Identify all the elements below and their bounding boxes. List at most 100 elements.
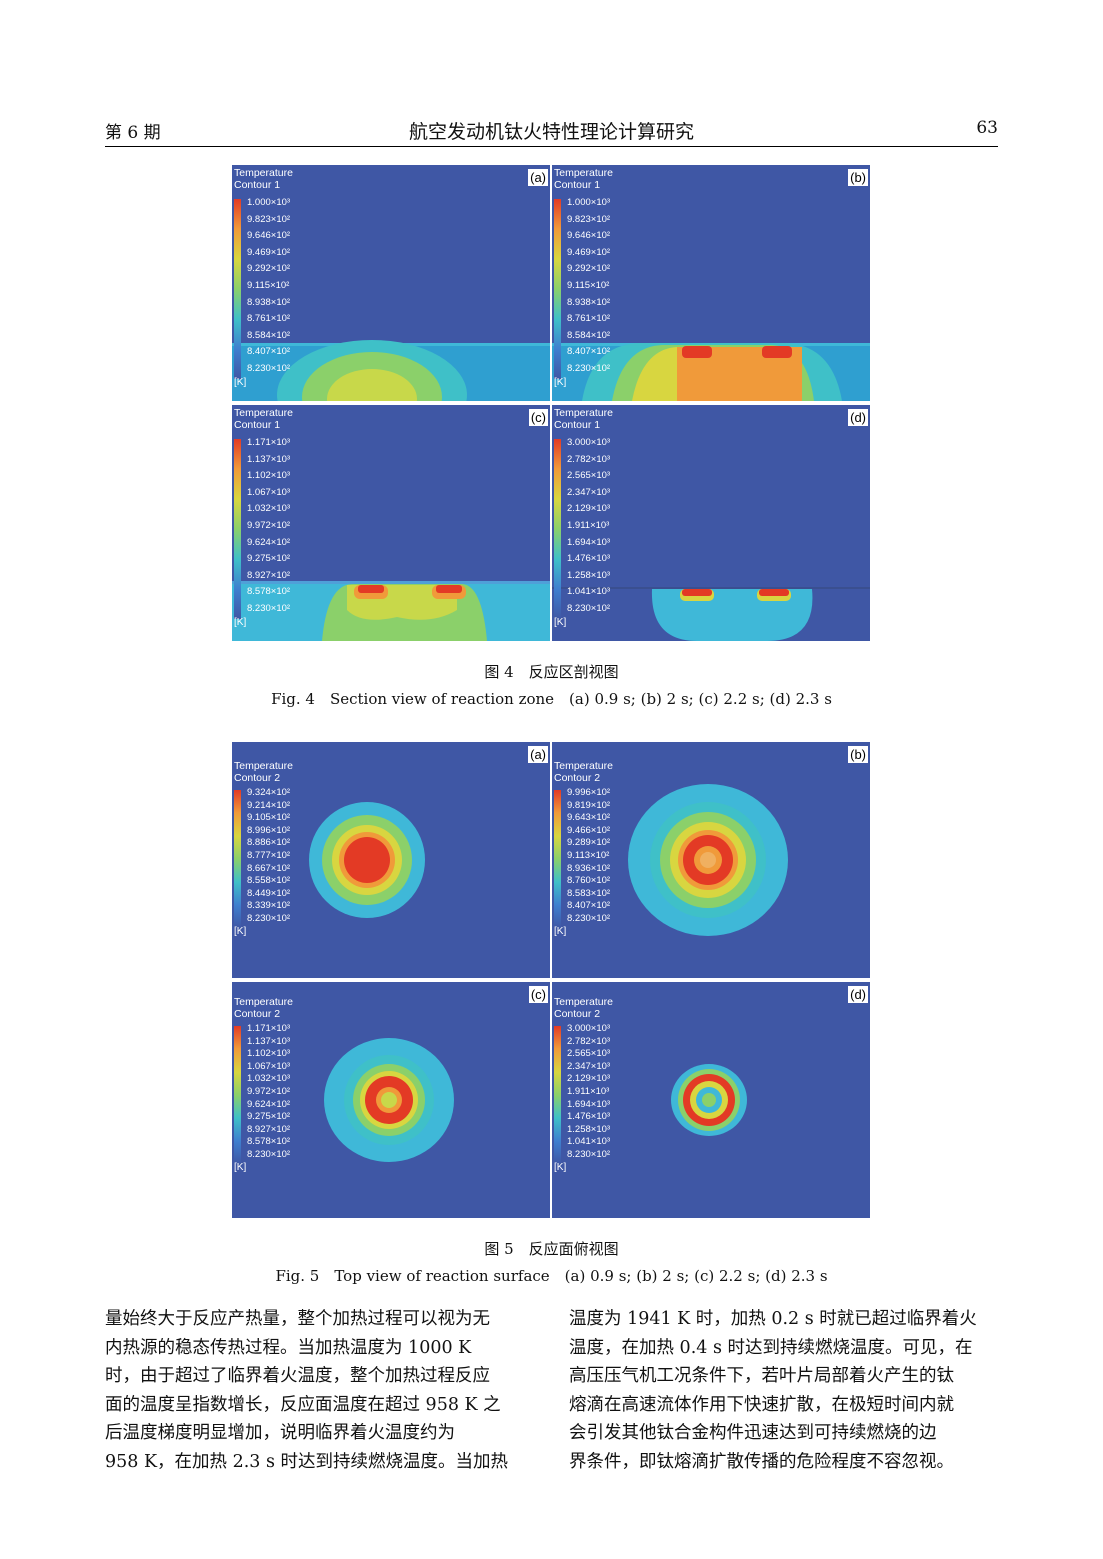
legend-tick: 1.000×10³ — [247, 197, 291, 208]
fig4-panel-b: (b) Temperature Contour 1 1.000×10³ 9.82… — [552, 165, 870, 401]
legend-tick: 8.761×10² — [567, 313, 611, 325]
legend-tick: 1.258×10³ — [567, 1123, 611, 1135]
legend-tick: 1.137×10³ — [247, 453, 291, 465]
text-line: 面的温度呈指数增长，反应面温度在超过 958 K 之 — [105, 1394, 501, 1415]
legend-tick: 2.565×10³ — [567, 470, 611, 482]
legend-tick: 8.230×10² — [247, 602, 291, 614]
legend-tick: 8.407×10² — [567, 346, 611, 358]
legend-tick: 9.972×10² — [247, 519, 291, 531]
figure-5: (a) Temperature Contour 2 9.324×10² 9.21… — [232, 742, 871, 1218]
legend-unit: [K] — [554, 1162, 567, 1173]
legend-tick: 9.624×10² — [247, 1098, 291, 1110]
legend-tick: 8.927×10² — [247, 569, 291, 581]
legend-tick: 2.129×10³ — [567, 503, 611, 515]
legend-tick: 9.643×10² — [567, 812, 611, 824]
legend-unit: [K] — [234, 377, 247, 388]
legend-unit: [K] — [554, 926, 567, 937]
fig5-c-plot — [324, 1038, 454, 1162]
legend-tick: 1.041×10³ — [567, 586, 611, 598]
legend-tick: 9.115×10² — [247, 279, 290, 291]
legend-tick: 1.032×10³ — [247, 503, 291, 515]
legend-tick: 8.936×10² — [567, 862, 611, 874]
legend-tick: 1.476×10³ — [567, 1111, 611, 1123]
text-line: 时，由于超过了临界着火温度，整个加热过程反应 — [105, 1366, 490, 1387]
legend-subtitle: Contour 2 — [234, 772, 281, 784]
legend-tick: 8.230×10² — [567, 362, 611, 374]
legend-tick: 8.927×10² — [247, 1123, 291, 1135]
legend-tick: 8.230×10² — [247, 1148, 291, 1160]
legend-tick: 9.823×10² — [247, 213, 291, 225]
legend-tick: 8.760×10² — [567, 875, 611, 887]
fig4-d-legend: Temperature Contour 1 3.000×10³ 2.782×10… — [554, 407, 613, 628]
color-scale-bar — [234, 790, 241, 928]
body-text-right-column: 温度为 1941 K 时，加热 0.2 s 时就已超过临界着火 温度，在加热 0… — [569, 1305, 997, 1477]
legend-tick: 8.407×10² — [567, 900, 611, 912]
legend-title: Temperature — [234, 407, 293, 419]
legend-subtitle: Contour 2 — [554, 1008, 601, 1020]
legend-ticks: 3.000×10³ 2.782×10³ 2.565×10³ 2.347×10³ … — [567, 1023, 610, 1162]
legend-unit: [K] — [554, 377, 567, 388]
legend-tick: 2.129×10³ — [567, 1073, 611, 1085]
fig4-d-plot — [552, 587, 870, 641]
legend-subtitle: Contour 1 — [554, 419, 601, 431]
legend-tick: 9.469×10² — [247, 246, 291, 258]
fig4-panel-d: (d) Temperature Contour 1 3.000×10³ 2.78… — [552, 405, 870, 641]
legend-tick: 1.911×10³ — [567, 1085, 610, 1097]
legend-tick: 9.113×10² — [567, 849, 610, 861]
fig5-caption-en: Fig. 5 Top view of reaction surface (a) … — [275, 1267, 828, 1285]
issue-number: 第 6 期 — [105, 123, 161, 143]
text-line: 熔滴在高速流体作用下快速扩散，在极短时间内就 — [569, 1394, 954, 1415]
legend-tick: 2.565×10³ — [567, 1048, 611, 1060]
fig5-panel-b: (b) Temperature Contour 2 9.996×10² 9.81… — [552, 742, 870, 978]
legend-tick: 9.214×10² — [247, 799, 291, 811]
legend-ticks: 9.996×10² 9.819×10² 9.643×10² 9.466×10² … — [567, 787, 610, 926]
legend-tick: 9.646×10² — [247, 230, 291, 242]
legend-tick: 1.171×10³ — [247, 1023, 291, 1034]
legend-tick: 9.972×10² — [247, 1085, 291, 1097]
legend-tick: 8.667×10² — [247, 862, 291, 874]
legend-tick: 8.578×10² — [247, 586, 291, 598]
legend-tick: 8.230×10² — [567, 912, 611, 924]
text-line: 内热源的稳态传热过程。当加热温度为 1000 K — [105, 1337, 472, 1358]
fig5-b-legend: Temperature Contour 2 9.996×10² 9.819×10… — [554, 760, 613, 937]
legend-tick: 1.171×10³ — [247, 437, 291, 448]
legend-tick: 1.067×10³ — [247, 1060, 291, 1072]
fig5-panel-c: (c) Temperature Contour 2 1.171×10³ 1.13… — [232, 982, 550, 1218]
legend-tick: 9.289×10² — [567, 837, 611, 849]
fig5-c-label: (c) — [528, 986, 548, 1003]
text-line: 高压压气机工况条件下，若叶片局部着火产生的钛 — [569, 1366, 954, 1387]
fig5-panel-d: (d) Temperature Contour 2 3.000×10³ 2.78… — [552, 982, 870, 1218]
legend-tick: 8.583×10² — [567, 887, 611, 899]
fig4-c-legend: Temperature Contour 1 1.171×10³ 1.137×10… — [234, 407, 293, 628]
legend-subtitle: Contour 1 — [554, 179, 601, 191]
legend-tick: 8.584×10² — [247, 329, 291, 341]
legend-tick: 9.823×10² — [567, 213, 611, 225]
fig4-caption-cn: 图 4 反应区剖视图 — [484, 663, 619, 681]
text-line: 后温度梯度明显增加，说明临界着火温度约为 — [105, 1423, 455, 1444]
text-line: 量始终大于反应产热量，整个加热过程可以视为无 — [105, 1309, 490, 1329]
color-scale-bar — [234, 199, 241, 379]
legend-tick: 2.347×10³ — [567, 486, 611, 498]
legend-tick: 9.466×10² — [567, 824, 611, 836]
fig5-panel-a: (a) Temperature Contour 2 9.324×10² 9.21… — [232, 742, 550, 978]
fig5-b-plot — [628, 784, 788, 936]
fig5-a-legend: Temperature Contour 2 9.324×10² 9.214×10… — [234, 760, 293, 937]
legend-tick: 8.230×10² — [247, 912, 291, 924]
legend-tick: 9.292×10² — [567, 263, 611, 275]
legend-tick: 8.230×10² — [567, 602, 611, 614]
legend-unit: [K] — [234, 617, 247, 628]
fig5-c-legend: Temperature Contour 2 1.171×10³ 1.137×10… — [234, 996, 293, 1173]
legend-title: Temperature — [554, 760, 613, 772]
fig4-c-label: (c) — [528, 409, 548, 426]
legend-tick: 8.578×10² — [247, 1136, 291, 1148]
legend-title: Temperature — [554, 996, 613, 1008]
legend-subtitle: Contour 2 — [234, 1008, 281, 1020]
legend-tick: 9.275×10² — [247, 1111, 291, 1123]
legend-tick: 1.694×10³ — [567, 1098, 611, 1110]
color-scale-bar — [554, 790, 561, 928]
text-line: 界条件，即钛熔滴扩散传播的危险程度不容忽视。 — [569, 1451, 954, 1472]
color-scale-bar — [554, 439, 561, 619]
legend-tick: 9.292×10² — [247, 263, 291, 275]
legend-tick: 9.115×10² — [567, 279, 610, 291]
legend-subtitle: Contour 2 — [554, 772, 601, 784]
